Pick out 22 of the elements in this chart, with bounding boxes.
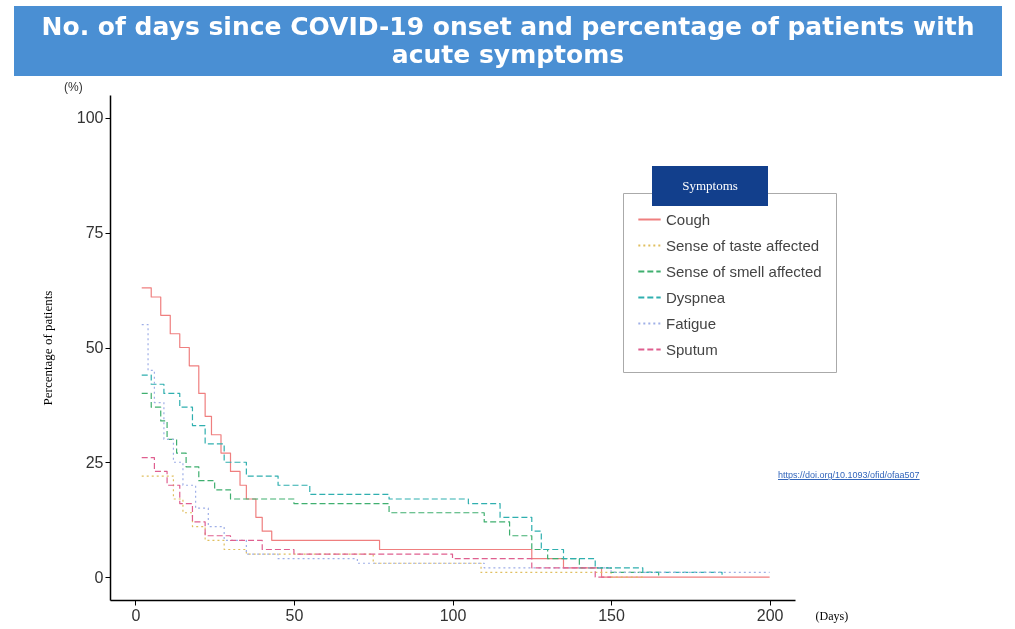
y-axis-title: Percentage of patients <box>39 290 55 406</box>
x-tick-label: 100 <box>439 606 467 624</box>
y-tick-label: 25 <box>85 453 104 471</box>
legend-label: Sense of smell affected <box>666 262 822 280</box>
heading-box: Symptoms <box>652 166 768 206</box>
legend-label: Sense of taste affected <box>666 236 820 254</box>
y-tick-label: 50 <box>85 339 104 356</box>
legend-label: Cough <box>666 210 711 228</box>
chart-title: No. of days since COVID-19 onset and percentage of patients with acute symptoms <box>14 6 1002 76</box>
legend-label: Fatigue <box>666 314 717 332</box>
text: (%) <box>64 80 83 94</box>
y-tick-label: 100 <box>76 109 104 127</box>
x-tick-label: 50 <box>285 606 304 624</box>
x-tick-label: 0 <box>131 606 141 624</box>
y-tick-label: 75 <box>85 224 104 242</box>
x-tick-label: 150 <box>598 606 626 624</box>
legend-label: Sputum <box>666 340 718 358</box>
y-tick-label: 0 <box>94 568 104 586</box>
x-axis-title: (Days) <box>815 608 849 623</box>
x-tick-label: 200 <box>756 606 784 624</box>
annotation: https://doi.org/10.1093/ofid/ofaa507 <box>778 470 920 480</box>
legend-label: Dyspnea <box>666 288 726 306</box>
